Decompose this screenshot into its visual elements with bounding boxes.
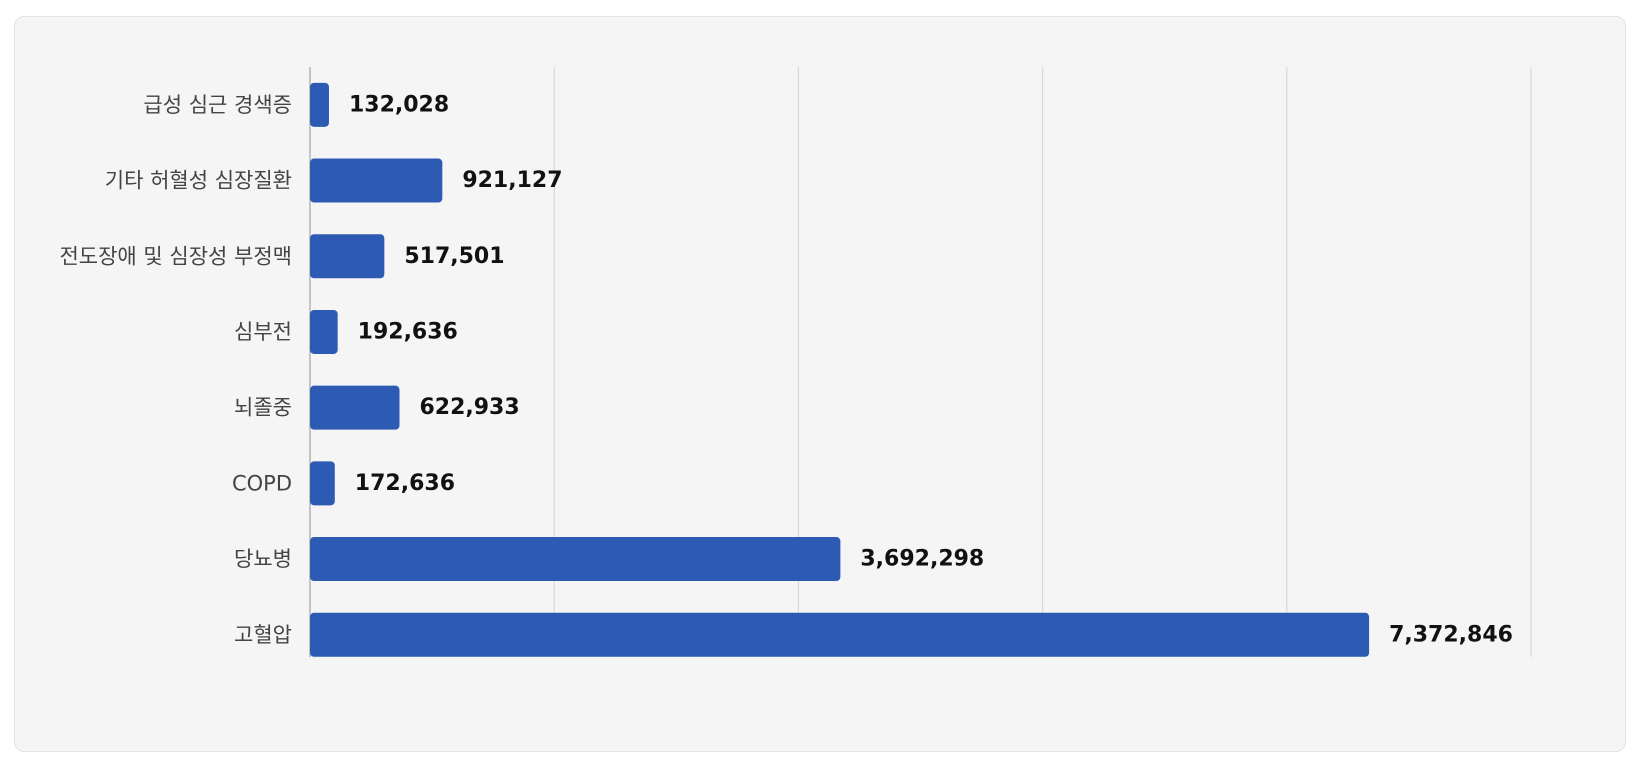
value-label-1: 921,127 [462, 168, 562, 193]
bar-3 [310, 309, 338, 354]
value-label-3: 192,636 [358, 319, 458, 344]
category-label-6: 당뇨병 [234, 547, 292, 571]
category-label-4: 뇌졸중 [234, 396, 292, 420]
value-label-2: 517,501 [404, 244, 504, 269]
value-label-5: 172,636 [355, 471, 455, 496]
bar-2 [310, 234, 385, 279]
category-label-2: 전도장애 및 심장성 부정맥 [59, 244, 292, 268]
bar-1 [310, 158, 443, 203]
bar-5 [310, 461, 335, 506]
category-label-7: 고혈압 [234, 623, 292, 647]
value-label-6: 3,692,298 [860, 547, 984, 572]
bar-7 [310, 612, 1370, 657]
value-label-0: 132,028 [349, 92, 449, 117]
category-label-5: COPD [232, 471, 292, 495]
bar-6 [310, 537, 841, 582]
value-label-4: 622,933 [419, 395, 519, 420]
bar-4 [310, 385, 400, 430]
category-label-3: 심부전 [234, 320, 292, 344]
value-label-7: 7,372,846 [1389, 622, 1513, 647]
bar-0 [310, 82, 329, 127]
category-label-0: 급성 심근 경색증 [143, 93, 292, 117]
category-label-1: 기타 허혈성 심장질환 [105, 169, 292, 193]
value-labels: 132,028 921,127 517,501 192,636 622,933 172,6… [349, 92, 1513, 647]
bars [310, 82, 1370, 657]
